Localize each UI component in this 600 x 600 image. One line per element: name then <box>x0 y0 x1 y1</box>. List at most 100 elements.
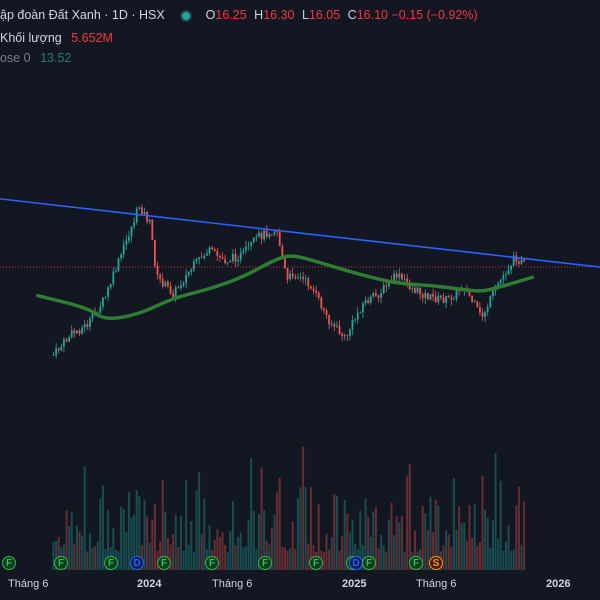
candle-body <box>252 237 255 242</box>
candle-body <box>245 246 247 251</box>
legend-header: ập đoàn Đất Xanh · 1D · HSX O16.25 H16.3… <box>0 8 478 22</box>
split-event-icon[interactable]: S <box>429 556 443 570</box>
volume-bar <box>322 551 325 570</box>
candle-body <box>338 325 341 334</box>
financial-event-icon[interactable]: F <box>104 556 118 570</box>
candle-body <box>419 287 422 295</box>
volume-bar <box>515 505 518 570</box>
volume-bar <box>68 526 71 570</box>
candle-body <box>190 269 193 273</box>
volume-bar <box>151 519 154 570</box>
volume-bar <box>125 532 128 570</box>
volume-bar <box>130 517 133 570</box>
volume-bar <box>507 525 510 570</box>
candle-body <box>224 258 227 264</box>
volume-bar <box>244 546 247 570</box>
low-label: L <box>301 8 309 22</box>
volume-bar <box>382 545 385 570</box>
volume-bar <box>403 551 406 570</box>
candle-body <box>229 261 232 263</box>
financial-event-icon[interactable]: F <box>258 556 272 570</box>
volume-bar <box>203 498 206 570</box>
volume-bar <box>413 530 416 570</box>
axis-label-2026: 2026 <box>546 578 571 590</box>
candle-body <box>515 255 518 262</box>
volume-bar <box>328 549 331 570</box>
candle-body <box>317 292 320 298</box>
volume-bar <box>512 549 515 570</box>
candle-body <box>260 232 263 240</box>
dividend-event-icon[interactable]: D <box>130 556 144 570</box>
volume-bar <box>270 527 273 570</box>
volume-bar <box>476 546 479 570</box>
candle-body <box>289 273 292 280</box>
candle-body <box>122 244 125 255</box>
volume-bar <box>302 446 305 570</box>
financial-event-icon[interactable]: F <box>2 556 16 570</box>
volume-bar <box>486 517 489 570</box>
volume-bar <box>460 523 463 570</box>
candle-body <box>250 241 253 246</box>
volume-bar <box>473 503 476 570</box>
symbol-title[interactable]: ập đoàn Đất Xanh · 1D · HSX <box>0 8 165 22</box>
volume-bar <box>468 505 471 570</box>
dividend-event-icon[interactable]: D <box>349 556 363 570</box>
volume-bar <box>325 534 328 570</box>
financial-event-icon[interactable]: F <box>409 556 423 570</box>
volume-bar <box>70 512 73 570</box>
volume-bar <box>135 490 138 570</box>
indicator-legend[interactable]: ose 0 13.52 <box>0 51 71 65</box>
trendline[interactable] <box>0 197 600 273</box>
candle-body <box>403 278 406 280</box>
candle-body <box>143 211 146 214</box>
volume-bar <box>182 550 185 570</box>
candle-body <box>60 346 63 351</box>
financial-event-icon[interactable]: F <box>362 556 376 570</box>
volume-bar <box>346 513 349 570</box>
volume-bar <box>75 525 78 570</box>
candle-body <box>83 324 86 328</box>
volume-bar <box>200 533 203 570</box>
volume-bar <box>455 530 458 570</box>
candle-body <box>221 257 224 259</box>
volume-bar <box>387 519 390 570</box>
volume-bar <box>250 457 253 570</box>
volume-bar <box>333 494 336 570</box>
candle-body <box>520 259 523 264</box>
volume-bar <box>406 476 409 570</box>
volume-bar <box>257 514 260 570</box>
volume-bar <box>81 535 84 570</box>
candle-body <box>133 222 136 227</box>
axis-label-jun-2025: Tháng 6 <box>416 578 457 590</box>
candle-body <box>440 295 442 298</box>
candle-body <box>297 277 299 279</box>
candle-body <box>325 310 328 315</box>
financial-event-icon[interactable]: F <box>309 556 323 570</box>
candle-body <box>445 295 448 303</box>
candle-body <box>107 287 110 297</box>
volume-bar <box>185 480 188 570</box>
open-value: 16.25 <box>215 8 247 22</box>
volume-legend[interactable]: Khối lượng 5.652M <box>0 31 113 45</box>
volume-bar <box>237 536 240 570</box>
volume-bar <box>221 532 224 570</box>
candle-body <box>281 246 284 258</box>
candle-body <box>81 327 84 334</box>
volume-bar <box>247 520 250 570</box>
candle-body <box>151 219 154 241</box>
volume-bar <box>398 522 401 570</box>
candle-body <box>226 262 229 264</box>
volume-bar <box>481 475 484 570</box>
candle-body <box>307 278 310 287</box>
axis-label-jun-2023: Tháng 6 <box>8 578 49 590</box>
candle-body <box>164 281 167 287</box>
volume-bar <box>172 534 175 570</box>
candle-body <box>99 306 102 313</box>
volume-bar <box>169 544 172 570</box>
candle-body <box>411 288 414 290</box>
financial-event-icon[interactable]: F <box>205 556 219 570</box>
financial-event-icon[interactable]: F <box>157 556 171 570</box>
financial-event-icon[interactable]: F <box>54 556 68 570</box>
volume-bar <box>177 546 180 570</box>
